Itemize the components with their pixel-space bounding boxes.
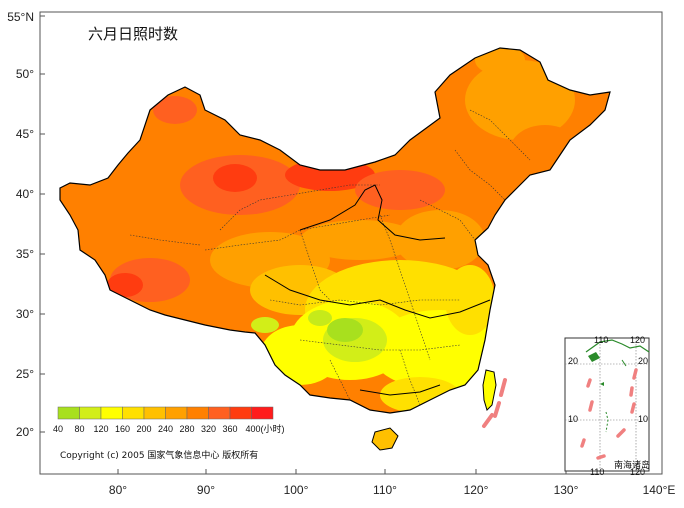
inset-name: 南海诸岛 [614, 459, 650, 471]
map-title: 六月日照时数 [88, 25, 178, 43]
inset-left-tick: 10 [568, 414, 578, 424]
china-border [59, 47, 611, 414]
legend-label: 280 [179, 424, 194, 434]
inset-top-tick: 120 [630, 335, 645, 345]
legend: 40 80 120 160 200 240 280 320 360 400(小时) [53, 406, 285, 434]
legend-label: 160 [115, 424, 130, 434]
inset-bottom-tick: 110 [590, 467, 604, 477]
inset-left-tick: 20 [568, 356, 578, 366]
legend-swatch [143, 406, 166, 420]
lat-tick-label: 30° [16, 307, 34, 321]
lon-tick-label: 130° [554, 483, 579, 497]
lat-tick-label: 20° [16, 425, 34, 439]
legend-label: 200 [136, 424, 151, 434]
lon-axis: 80° 90° 100° 110° 120° 130° 140°E [109, 469, 675, 497]
lat-axis: 55°N 50° 45° 40° 35° 30° 25° 20° [7, 10, 45, 439]
legend-label: 80 [74, 424, 84, 434]
lat-tick-label: 45° [16, 127, 34, 141]
inset-right-tick: 10 [638, 414, 648, 424]
legend-label: 240 [158, 424, 173, 434]
lon-tick-label: 90° [197, 483, 215, 497]
hainan-island [371, 427, 399, 451]
province-boundaries [129, 109, 531, 406]
lat-tick-label: 40° [16, 187, 34, 201]
lat-tick-label: 55°N [7, 10, 34, 24]
inset-right-tick: 20 [638, 356, 648, 366]
maritime-boundary [482, 378, 507, 428]
legend-label: 40 [53, 424, 63, 434]
legend-swatch [229, 406, 252, 420]
lat-tick-label: 50° [16, 67, 34, 81]
lon-tick-label: 140°E [643, 483, 676, 497]
legend-swatch [165, 406, 188, 420]
legend-label: 320 [201, 424, 216, 434]
legend-swatch [57, 406, 80, 420]
copyright-text: Copyright (c) 2005 国家气象信息中心 版权所有 [60, 449, 258, 461]
taiwan-island [482, 369, 497, 411]
lon-tick-label: 100° [284, 483, 309, 497]
lon-tick-label: 120° [464, 483, 489, 497]
lon-tick-label: 80° [109, 483, 127, 497]
south-china-sea-inset: 110 120 110 120 20 10 20 10 南海诸岛 [564, 335, 650, 477]
legend-label: 360 [222, 424, 237, 434]
rivers [264, 184, 491, 396]
lon-tick-label: 110° [373, 483, 397, 497]
legend-swatch [208, 406, 231, 420]
legend-swatch [251, 406, 274, 420]
legend-swatch [79, 406, 102, 420]
legend-swatch [100, 406, 123, 420]
inset-top-tick: 110 [594, 335, 608, 345]
legend-swatch [122, 406, 145, 420]
legend-label: 400(小时) [246, 423, 285, 434]
legend-swatch [186, 406, 209, 420]
lat-tick-label: 35° [16, 247, 34, 261]
lat-tick-label: 25° [16, 367, 34, 381]
inset-bottom-tick: 120 [630, 467, 645, 477]
legend-label: 120 [93, 424, 108, 434]
